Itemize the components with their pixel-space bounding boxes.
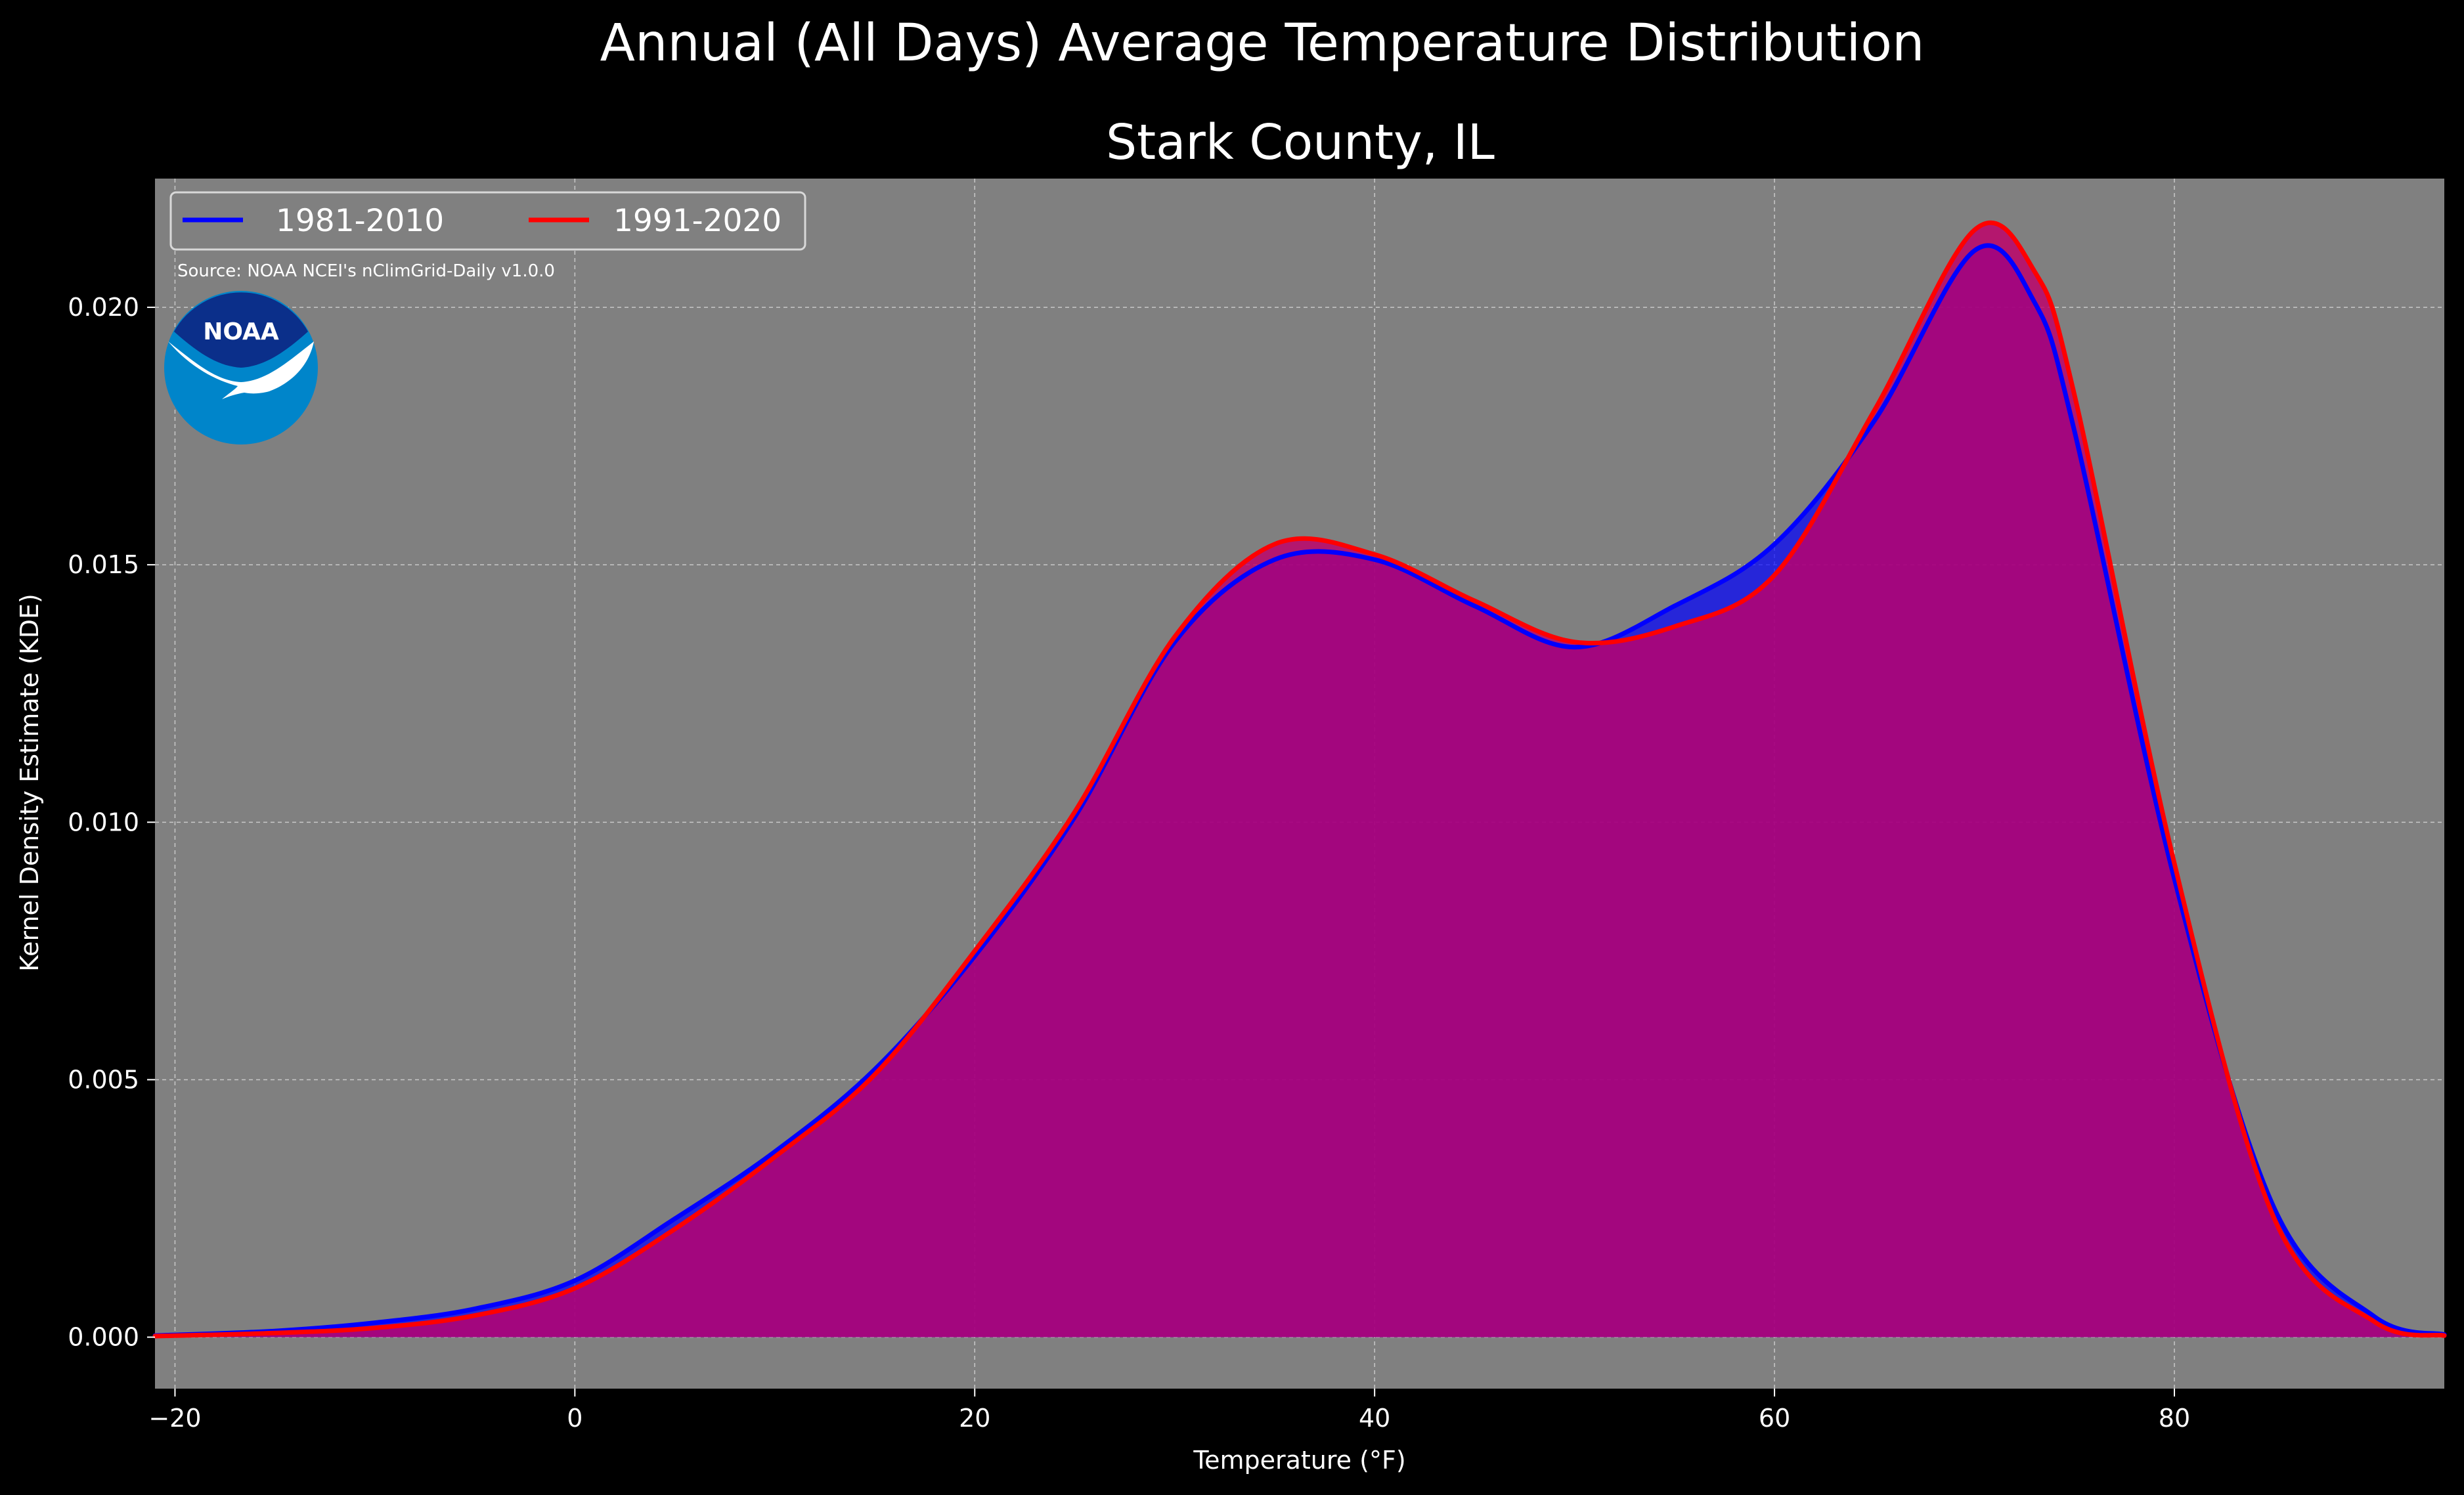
- x-tick-label: 20: [959, 1404, 990, 1433]
- y-tick-label: 0.000: [68, 1323, 139, 1352]
- y-tick-label: 0.005: [68, 1065, 139, 1094]
- legend: 1981-2010 1991-2020: [169, 191, 806, 251]
- plot-area: [152, 179, 2447, 1389]
- chart-subtitle: Stark County, IL: [1106, 114, 1495, 171]
- y-axis: 0.000 0.005 0.010 0.015 0.020: [68, 293, 155, 1352]
- legend-box: [169, 191, 806, 251]
- legend-label-1991-2020: 1991-2020: [613, 203, 781, 239]
- series-area-1991-2020: [155, 223, 2444, 1337]
- chart-title: Annual (All Days) Average Temperature Di…: [600, 14, 1925, 73]
- y-tick-label: 0.010: [68, 808, 139, 836]
- x-tick-label: 0: [567, 1404, 583, 1433]
- x-tick-label: 80: [2159, 1404, 2190, 1433]
- x-axis: −20 0 20 40 60 80: [148, 1389, 2190, 1433]
- y-tick-label: 0.020: [68, 293, 139, 322]
- x-tick-label: −20: [148, 1404, 201, 1433]
- y-tick-label: 0.015: [68, 550, 139, 579]
- legend-label-1981-2010: 1981-2010: [276, 203, 444, 239]
- logo-bird-wing: [168, 341, 314, 399]
- noaa-logo: NOAA: [164, 291, 318, 444]
- x-axis-label: Temperature (°F): [1193, 1446, 1405, 1475]
- series-line-1991-2020: [152, 220, 2447, 1339]
- logo-wordmark: NOAA: [203, 318, 279, 345]
- series-line-1981-2010: [152, 243, 2447, 1338]
- x-tick-label: 40: [1359, 1404, 1390, 1433]
- logo-upper-field: [174, 292, 308, 368]
- y-axis-label: Kernel Density Estimate (KDE): [15, 594, 44, 972]
- source-note: Source: NOAA NCEI's nClimGrid-Daily v1.0…: [177, 261, 555, 281]
- series-areas: [155, 223, 2444, 1337]
- series-lines: [152, 220, 2447, 1339]
- x-tick-label: 60: [1759, 1404, 1790, 1433]
